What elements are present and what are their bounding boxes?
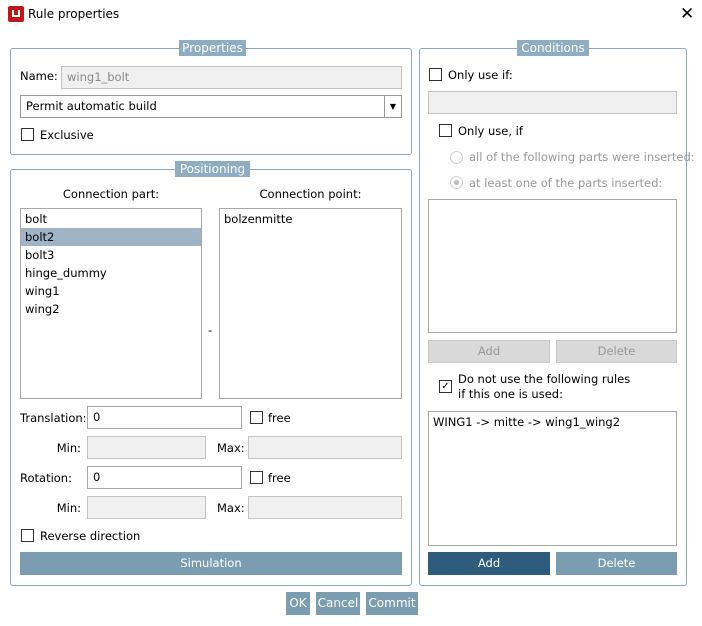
- list-item[interactable]: hinge_dummy: [25, 266, 107, 280]
- conditions-legend: Conditions: [517, 40, 589, 56]
- connection-point-list[interactable]: bolzenmitte: [219, 208, 402, 399]
- name-label: Name:: [20, 69, 58, 83]
- exclusive-label: Exclusive: [40, 128, 94, 142]
- connection-part-list[interactable]: bolt bolt2 bolt3 hinge_dummy wing1 wing2: [20, 208, 202, 399]
- radio-all-parts[interactable]: [450, 151, 463, 164]
- name-input[interactable]: wing1_bolt: [61, 66, 402, 89]
- commit-button[interactable]: Commit: [366, 592, 418, 615]
- exclude-rules-label-1: Do not use the following rules: [458, 372, 631, 386]
- build-mode-select[interactable]: Permit automatic build ▼: [20, 95, 402, 118]
- list-item[interactable]: bolt3: [25, 248, 55, 262]
- radio-all-parts-label: all of the following parts were inserted…: [469, 150, 695, 164]
- exclude-rules-label-2: if this one is used:: [458, 387, 563, 401]
- only-use-if-parts-checkbox[interactable]: [439, 124, 452, 137]
- properties-legend: Properties: [179, 40, 246, 56]
- rotation-free-label: free: [268, 471, 291, 485]
- close-icon[interactable]: ✕: [680, 4, 695, 24]
- connection-part-header: Connection part:: [62, 187, 160, 201]
- add-part-button[interactable]: Add: [428, 340, 550, 363]
- delete-rule-button[interactable]: Delete: [556, 552, 677, 575]
- app-icon: [8, 6, 24, 22]
- translation-free-checkbox[interactable]: [250, 411, 263, 424]
- condition-input[interactable]: [428, 91, 677, 114]
- rotation-min-input[interactable]: [87, 496, 206, 519]
- reverse-direction-checkbox[interactable]: [21, 529, 34, 542]
- list-item[interactable]: wing1: [25, 284, 60, 298]
- ok-button[interactable]: OK: [286, 592, 310, 615]
- rotation-min-label: Min:: [56, 501, 81, 515]
- parts-list[interactable]: [428, 199, 677, 333]
- build-mode-value: Permit automatic build: [26, 99, 157, 113]
- exclusive-checkbox[interactable]: [21, 128, 34, 141]
- rotation-label: Rotation:: [20, 471, 72, 485]
- add-rule-button[interactable]: Add: [428, 552, 550, 575]
- list-item[interactable]: wing2: [25, 302, 60, 316]
- rotation-free-checkbox[interactable]: [250, 471, 263, 484]
- list-item[interactable]: bolt2: [21, 228, 201, 246]
- connection-point-header: Connection point:: [259, 187, 362, 201]
- only-use-if-label: Only use if:: [448, 68, 513, 82]
- translation-label: Translation:: [20, 411, 87, 425]
- simulation-button[interactable]: Simulation: [20, 552, 402, 575]
- cancel-button[interactable]: Cancel: [316, 592, 360, 615]
- translation-input[interactable]: 0: [87, 406, 242, 429]
- list-item[interactable]: WING1 -> mitte -> wing1_wing2: [433, 415, 621, 429]
- reverse-direction-label: Reverse direction: [40, 529, 141, 543]
- radio-one-part-label: at least one of the parts inserted:: [469, 176, 663, 190]
- translation-max-input[interactable]: [248, 436, 402, 459]
- positioning-legend: Positioning: [175, 161, 250, 177]
- delete-part-button[interactable]: Delete: [556, 340, 677, 363]
- list-item[interactable]: bolzenmitte: [224, 212, 293, 226]
- rotation-input[interactable]: 0: [87, 466, 242, 489]
- window-title: Rule properties: [28, 7, 120, 21]
- translation-max-label: Max:: [217, 441, 245, 455]
- rotation-max-label: Max:: [217, 501, 245, 515]
- radio-one-part[interactable]: [450, 176, 463, 189]
- separator: -: [208, 323, 213, 337]
- exclude-rules-checkbox[interactable]: ✓: [439, 380, 452, 393]
- only-use-if-parts-label: Only use, if: [458, 124, 523, 138]
- only-use-if-checkbox[interactable]: [429, 68, 442, 81]
- chevron-down-icon: ▼: [384, 96, 401, 117]
- excluded-rules-list[interactable]: WING1 -> mitte -> wing1_wing2: [428, 411, 677, 546]
- list-item[interactable]: bolt: [25, 212, 48, 226]
- translation-min-label: Min:: [56, 441, 81, 455]
- translation-free-label: free: [268, 411, 291, 425]
- rotation-max-input[interactable]: [248, 496, 402, 519]
- translation-min-input[interactable]: [87, 436, 206, 459]
